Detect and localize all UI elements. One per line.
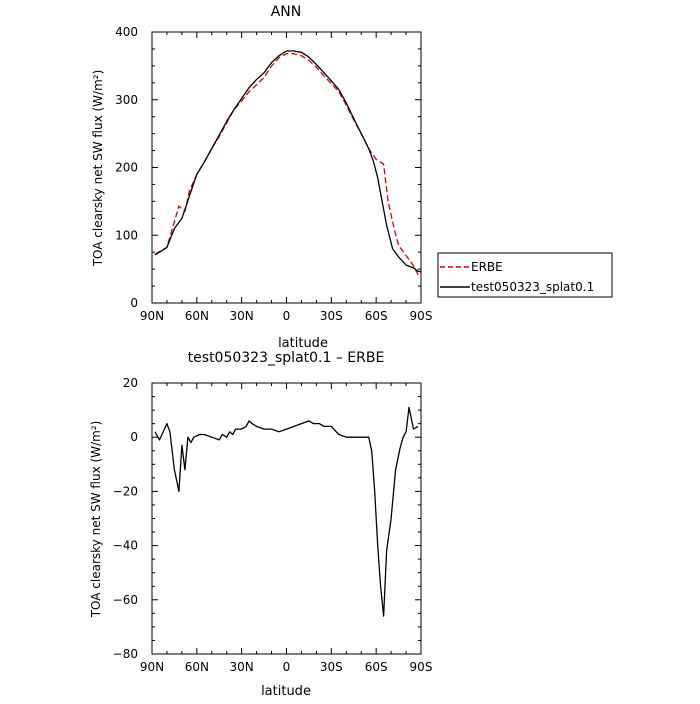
bottom-y-tick-label: −20 — [113, 484, 138, 498]
bottom-y-tick-label: −40 — [113, 539, 138, 553]
top-chart-ylabel: TOA clearsky net SW flux (W/m²) — [91, 70, 105, 268]
bottom-chart-marks: 90N 60N 30N 0 30S 60S 90S −80 −60 −40 −20 0 20 — [113, 376, 433, 674]
bottom-chart-title: test050323_splat0.1 – ERBE — [188, 350, 385, 366]
top-x-tick-label: 90S — [410, 309, 433, 323]
bottom-x-tick-label: 30N — [230, 660, 254, 674]
bottom-plot-frame — [151, 382, 422, 655]
top-y-tick-label: 400 — [115, 25, 138, 39]
bottom-x-tick-label: 0 — [283, 660, 291, 674]
bottom-x-tick-label: 60S — [365, 660, 388, 674]
top-y-tick-label: 300 — [115, 93, 138, 107]
bottom-x-tick-label: 30S — [320, 660, 343, 674]
top-x-tick-label: 60N — [185, 309, 209, 323]
bottom-x-tick-label: 90S — [410, 660, 433, 674]
top-x-tick-label: 30N — [230, 309, 254, 323]
top-series-erbe — [154, 53, 422, 276]
top-plot-frame — [151, 31, 422, 304]
top-series-test050323-splat0-1 — [154, 50, 422, 273]
top-chart-xlabel: latitude — [278, 336, 328, 351]
bottom-y-tick-label: 20 — [123, 376, 138, 390]
top-y-tick-label: 100 — [115, 228, 138, 242]
top-x-tick-label: 0 — [283, 309, 291, 323]
top-chart-title: ANN — [271, 4, 302, 20]
bottom-chart-ylabel: TOA clearsky net SW flux (W/m²) — [89, 421, 103, 619]
bottom-x-tick-label: 60N — [185, 660, 209, 674]
top-chart-marks: 90N 60N 30N 0 30S 60S 90S 0 100 200 300 400 — [115, 25, 432, 323]
top-x-tick-label: 90N — [140, 309, 164, 323]
top-x-tick-label: 60S — [365, 309, 388, 323]
bottom-y-tick-label: −80 — [113, 647, 138, 661]
bottom-chart-xlabel: latitude — [261, 684, 311, 699]
bottom-series-line-0 — [154, 406, 419, 617]
legend-label-model: test050323_splat0.1 — [471, 280, 594, 294]
top-y-tick-label: 0 — [130, 296, 138, 310]
top-chart: ANN latitude TOA clearsky net SW flux (W… — [91, 4, 432, 351]
bottom-y-tick-label: −60 — [113, 593, 138, 607]
top-y-tick-label: 200 — [115, 161, 138, 175]
legend: ERBE test050323_splat0.1 — [437, 252, 613, 298]
legend-label-erbe: ERBE — [471, 260, 503, 274]
legend-box — [437, 252, 613, 298]
bottom-y-tick-label: 0 — [130, 430, 138, 444]
bottom-chart: test050323_splat0.1 – ERBE latitude TOA … — [89, 350, 432, 699]
top-x-tick-label: 30S — [320, 309, 343, 323]
bottom-x-tick-label: 90N — [140, 660, 164, 674]
